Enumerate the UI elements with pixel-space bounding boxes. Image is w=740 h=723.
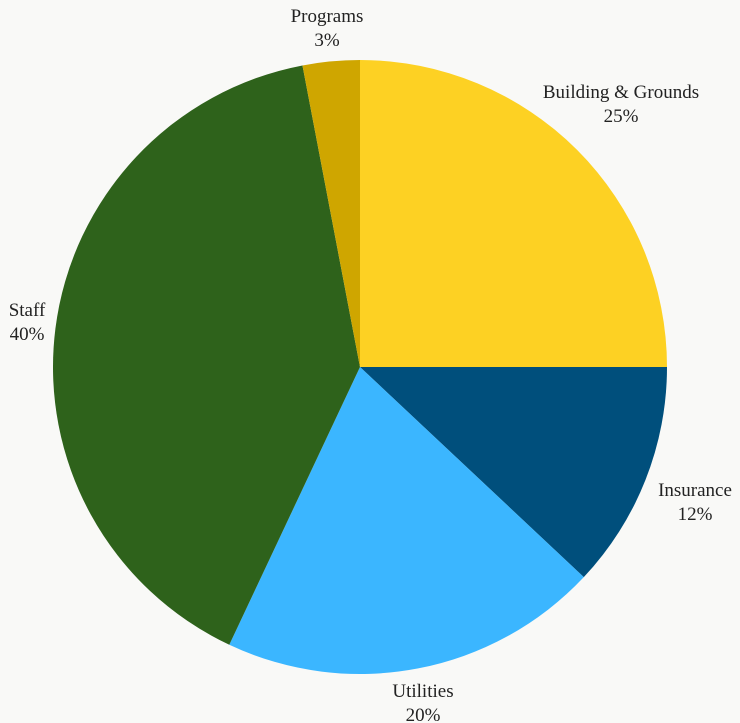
slice-value-staff: 40% — [10, 324, 45, 345]
pie-slice-programs — [302, 60, 360, 367]
slice-label-building-grounds: Building & Grounds — [543, 82, 699, 103]
pie-slice-staff — [53, 65, 361, 645]
slice-value-insurance: 12% — [678, 504, 713, 525]
pie-slice-building-grounds — [360, 60, 667, 367]
slice-value-utilities: 20% — [406, 705, 441, 723]
pie-slice-insurance — [360, 367, 667, 578]
slice-value-building-grounds: 25% — [604, 106, 639, 127]
slice-label-utilities: Utilities — [392, 681, 453, 702]
slice-label-programs: Programs — [291, 6, 364, 27]
slice-label-staff: Staff — [9, 300, 46, 321]
pie-labels: Building & Grounds 25% Insurance 12% Utiliti… — [9, 6, 732, 723]
slice-label-insurance: Insurance — [658, 480, 732, 501]
pie-slice-utilities — [229, 367, 584, 674]
slice-value-programs: 3% — [314, 30, 340, 51]
pie-slices — [53, 60, 667, 674]
